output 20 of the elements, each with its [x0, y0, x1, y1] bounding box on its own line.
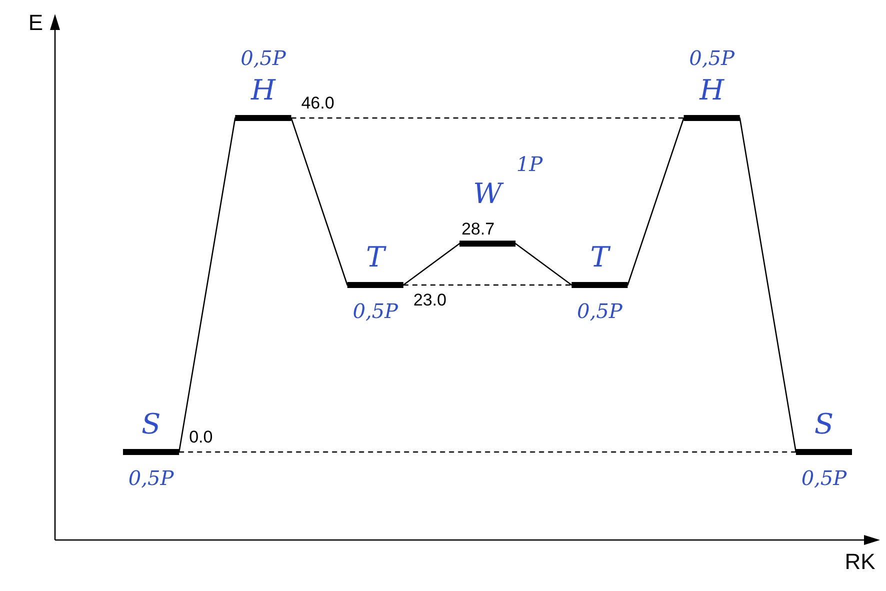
x-axis-title: RK	[844, 549, 876, 574]
text: 0,5P	[689, 46, 735, 70]
annotation: W	[473, 176, 504, 210]
annotation: S	[814, 407, 834, 440]
text: H	[698, 73, 725, 106]
data-label: 23.0	[413, 290, 446, 310]
data-label: 46.0	[301, 94, 334, 113]
text: 0,5P	[128, 466, 174, 490]
text: H	[250, 73, 276, 106]
text: 0,5P	[801, 466, 848, 490]
data-label: 28.7	[461, 219, 495, 238]
annotation: 1P	[516, 152, 544, 176]
annotation: 0,5P	[352, 299, 399, 324]
annotation: T	[590, 240, 612, 274]
y-axis-title: E	[28, 10, 43, 36]
annotation: T	[366, 240, 387, 274]
text: 0,5P	[240, 46, 286, 70]
annotation: 0,5P	[577, 299, 623, 324]
data-label: 0.0	[189, 428, 213, 447]
annotation: S	[141, 407, 161, 440]
